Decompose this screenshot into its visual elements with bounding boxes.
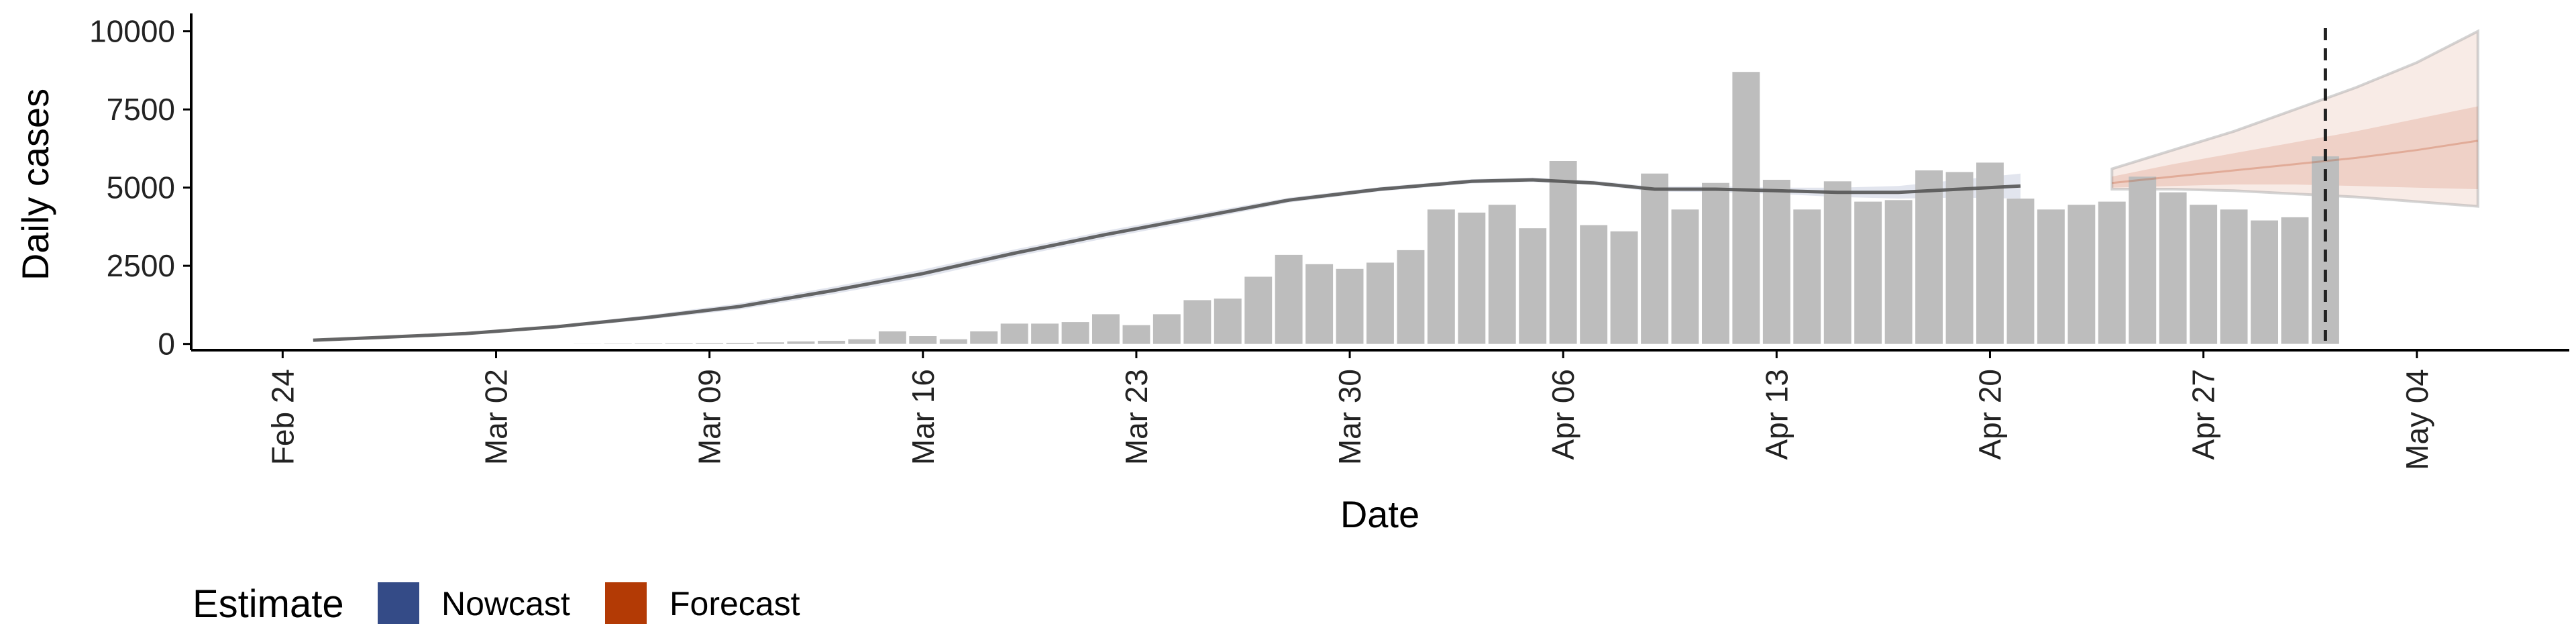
legend-label-forecast: Forecast: [669, 585, 800, 623]
case-bar: [2251, 220, 2278, 344]
x-tick-label: Apr 27: [2186, 369, 2221, 460]
x-tick-label: Apr 06: [1546, 369, 1580, 460]
case-bar: [1061, 322, 1089, 344]
x-tick-label: Feb 24: [265, 369, 300, 465]
x-tick-label: Mar 30: [1332, 369, 1367, 465]
x-tick-label: Apr 20: [1973, 369, 2008, 460]
case-bar: [939, 339, 967, 344]
case-bar: [1305, 264, 1334, 344]
case-bar: [2281, 217, 2309, 344]
x-tick-label: May 04: [2400, 369, 2434, 470]
case-bar: [1366, 262, 1394, 344]
case-bar: [696, 343, 724, 344]
forecast-median-line: [2112, 140, 2478, 184]
case-bar: [1092, 314, 1120, 344]
case-bar: [1854, 201, 1882, 344]
x-tick-label: Apr 13: [1759, 369, 1794, 460]
case-bar: [1549, 161, 1577, 344]
case-bar: [635, 343, 663, 344]
forecast-outer-band: [2110, 29, 2479, 208]
case-bar: [1427, 209, 1455, 344]
case-bar: [1519, 228, 1547, 344]
case-bar: [665, 343, 693, 344]
case-bar: [1915, 170, 1943, 344]
case-bar: [1488, 205, 1516, 344]
y-tick-label: 7500: [107, 92, 175, 127]
case-bar: [1976, 162, 2004, 344]
y-tick-label: 0: [158, 327, 175, 362]
case-bar: [1641, 173, 1668, 344]
y-axis-title: Daily cases: [14, 89, 56, 280]
legend-label-nowcast: Nowcast: [441, 585, 570, 623]
case-bar: [1823, 181, 1851, 344]
case-bar: [2220, 209, 2248, 344]
case-bar: [818, 341, 845, 344]
case-bar: [878, 331, 906, 344]
case-bar: [1610, 231, 1638, 344]
case-bar: [1244, 276, 1273, 344]
case-bar: [2068, 205, 2096, 344]
x-tick-label: Mar 16: [906, 369, 941, 465]
case-bar: [787, 341, 815, 344]
case-bar: [757, 342, 784, 344]
case-bar: [1336, 268, 1364, 344]
forecast-inner-band: [2112, 106, 2478, 189]
nowcast-median-line: [313, 178, 2021, 342]
x-tick-label: Mar 09: [692, 369, 727, 465]
case-bar: [1732, 72, 1760, 344]
case-bar: [1152, 314, 1181, 344]
case-bar: [1214, 299, 1242, 344]
case-bar: [604, 343, 632, 344]
case-bar: [2159, 192, 2187, 344]
case-bar: [1031, 323, 1059, 344]
case-bar: [848, 339, 876, 344]
legend-swatch-nowcast: [378, 582, 419, 624]
case-bar: [1000, 323, 1028, 344]
x-tick-label: Mar 02: [479, 369, 514, 465]
case-bar: [1793, 209, 1821, 344]
x-axis-title: Date: [1340, 493, 1419, 535]
reported-case-bars: [574, 72, 2339, 344]
legend-title: Estimate: [193, 582, 344, 626]
y-tick-label: 10000: [89, 14, 175, 49]
case-bar: [970, 331, 998, 344]
case-bar: [1275, 254, 1303, 344]
median-estimate-lines: [313, 28, 2478, 342]
case-bar: [1122, 325, 1150, 344]
case-bar: [726, 343, 754, 344]
y-tick-label: 2500: [107, 248, 175, 283]
case-bar: [2006, 199, 2035, 344]
case-bar: [2037, 209, 2065, 344]
case-bar: [1671, 209, 1699, 344]
case-bar: [1183, 300, 1212, 344]
x-tick-label: Mar 23: [1119, 369, 1154, 465]
case-bar: [1702, 182, 1729, 344]
y-tick-label: 5000: [107, 170, 175, 205]
legend: Estimate Nowcast Forecast: [193, 582, 800, 626]
case-bar: [2190, 205, 2218, 344]
case-bar: [909, 336, 937, 344]
case-bar: [2129, 176, 2157, 344]
legend-swatch-forecast: [605, 582, 647, 624]
case-bar: [1580, 225, 1608, 344]
case-bar: [1945, 172, 1974, 344]
case-bar: [1397, 250, 1425, 344]
case-bar: [2098, 201, 2126, 344]
case-bar: [1762, 180, 1790, 344]
axes: 0 2500 5000 7500 10000 Feb 24 Mar 02 Mar 09 Mar …: [89, 13, 2569, 470]
case-bar: [1884, 200, 1913, 344]
case-bar: [1458, 212, 1486, 344]
